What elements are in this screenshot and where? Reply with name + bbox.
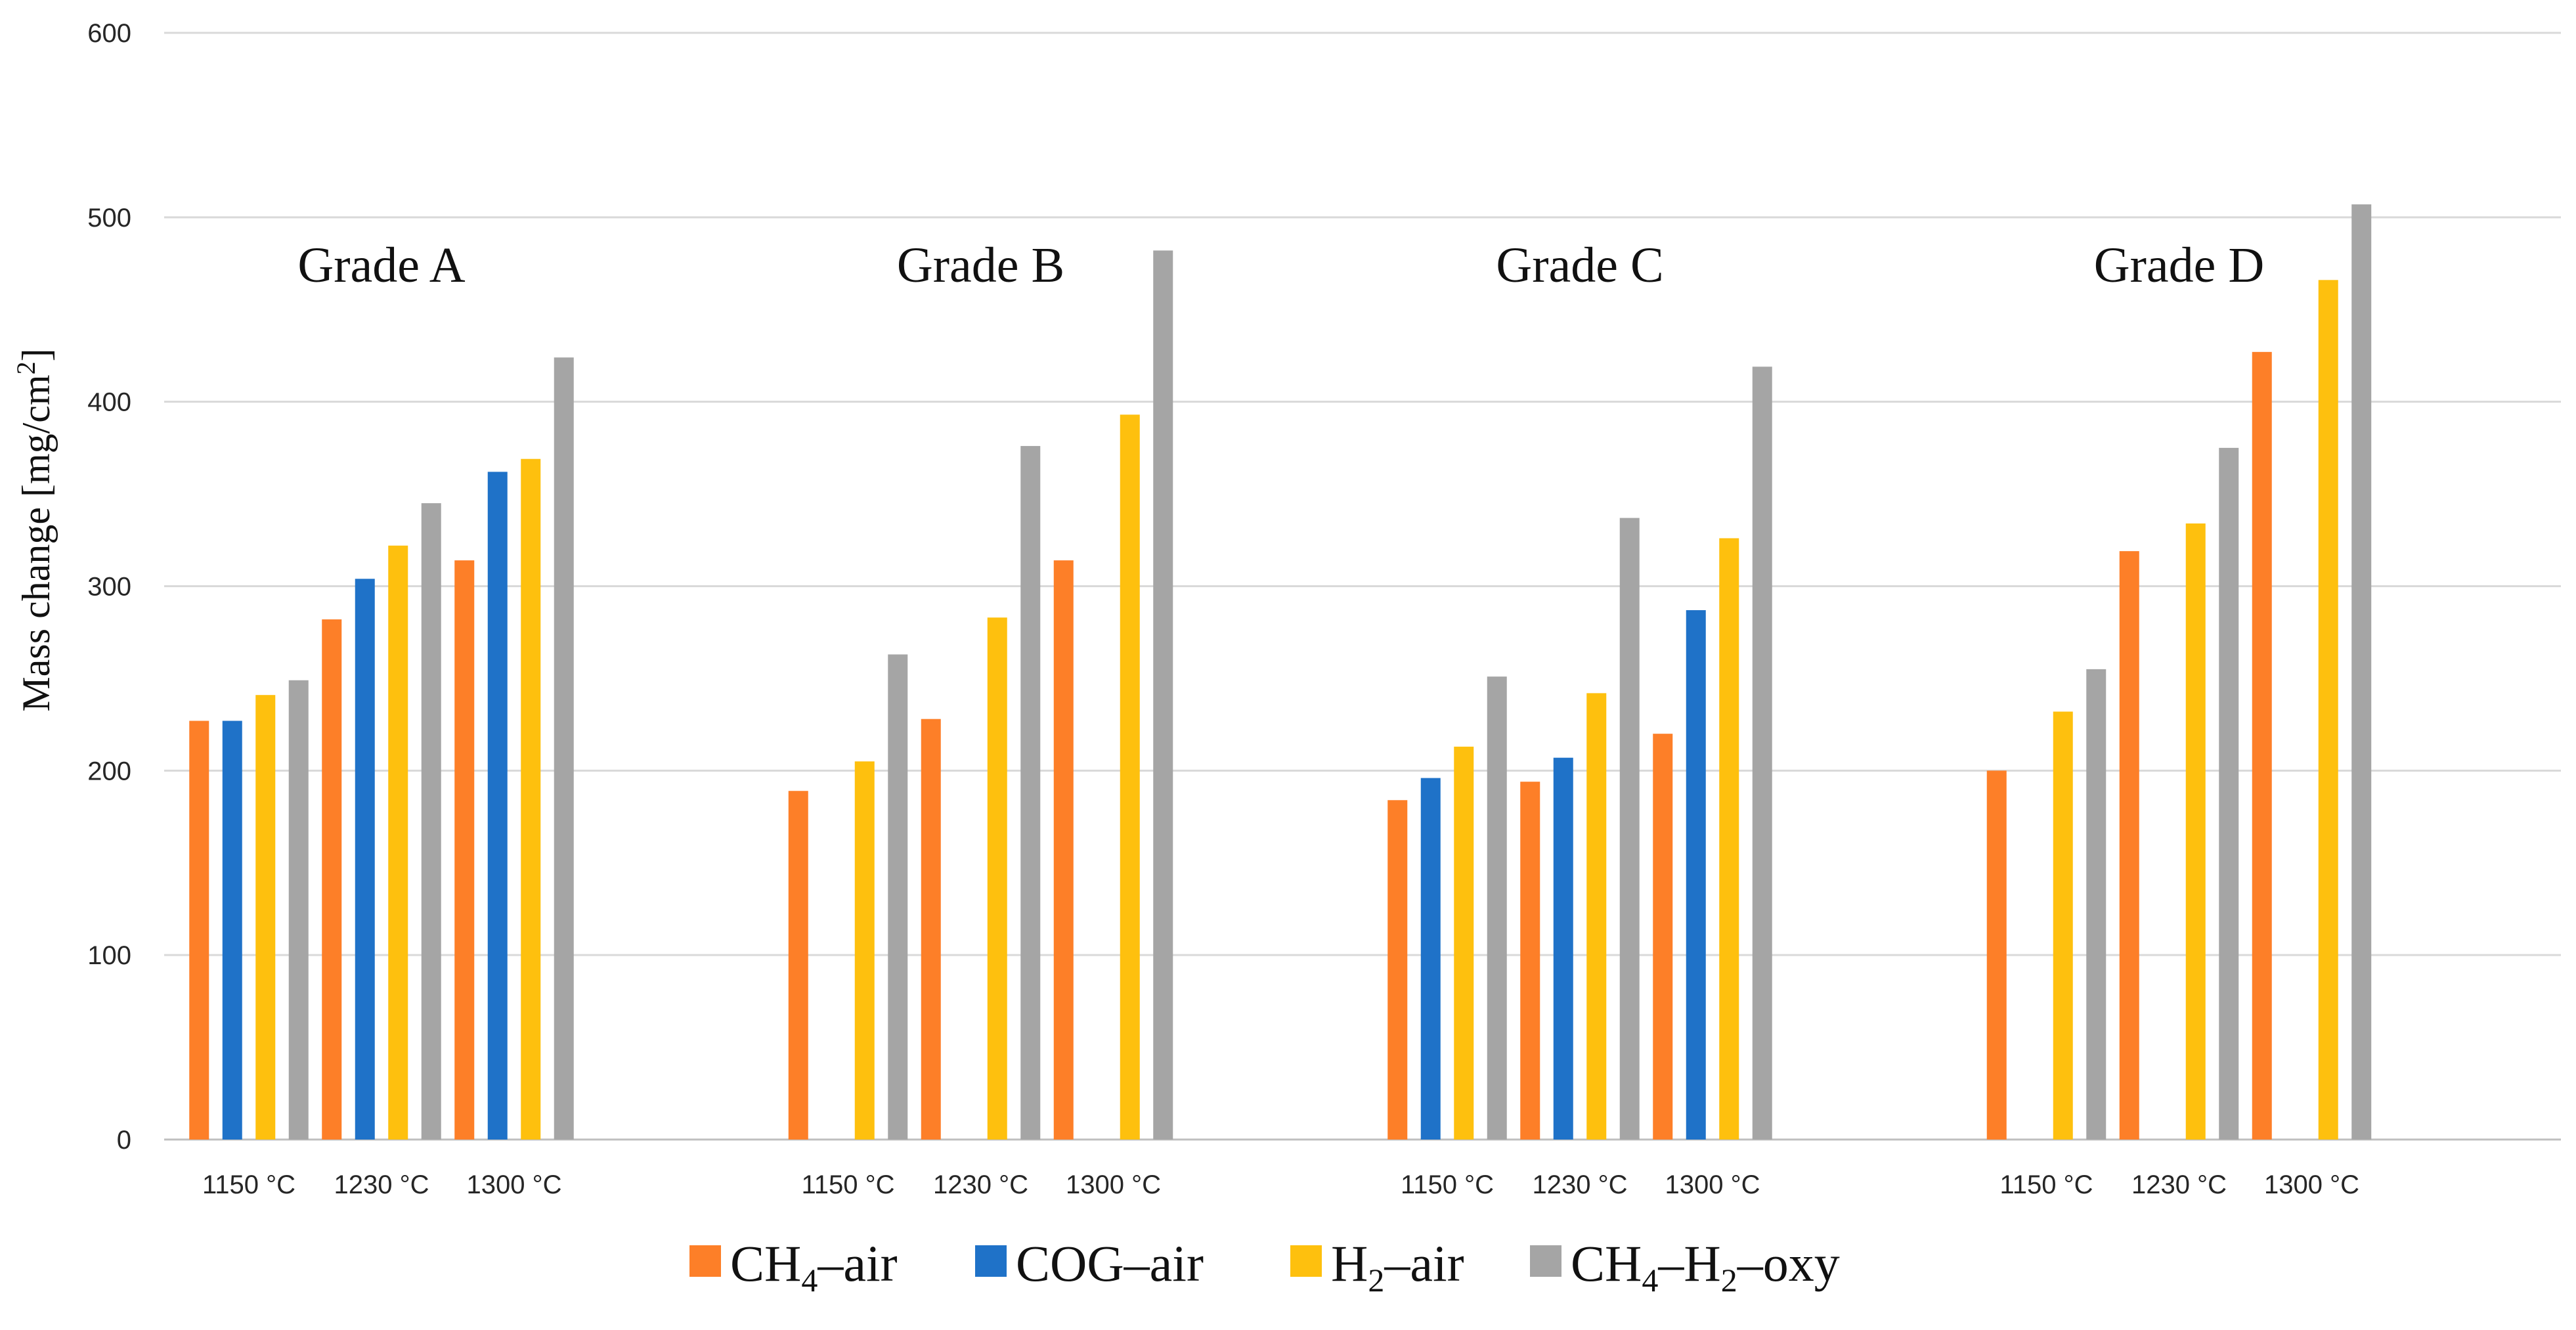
x-tick-label: 1300 °C	[467, 1170, 562, 1199]
bar-grade-a-1150-s3	[288, 680, 309, 1140]
x-tick-label: 1150 °C	[1401, 1170, 1494, 1199]
group-label: Grade C	[1496, 238, 1663, 293]
bar-grade-a-1300-s3	[554, 357, 574, 1140]
bar-grade-c-1300-s1	[1686, 610, 1706, 1140]
legend-label: COG–air	[1016, 1235, 1204, 1292]
bar-grade-b-1150-s2	[854, 761, 875, 1140]
bar-grade-b-1230-s2	[987, 617, 1007, 1140]
bar-grade-a-1150-s2	[255, 695, 276, 1140]
bar-grade-a-1300-s2	[521, 458, 541, 1140]
bar-grade-b-1300-s2	[1120, 414, 1140, 1140]
bar-grade-d-1150-s3	[2086, 669, 2107, 1140]
bar-grade-a-1230-s0	[322, 619, 342, 1140]
bar-grade-c-1300-s3	[1752, 366, 1772, 1140]
legend-swatch	[1530, 1245, 1561, 1277]
legend-swatch	[975, 1245, 1007, 1277]
y-axis-label-main: Mass change [mg/cm	[14, 374, 58, 711]
bar-grade-c-1300-s2	[1719, 538, 1739, 1140]
x-tick-label: 1230 °C	[1533, 1170, 1628, 1199]
y-tick-label: 400	[87, 388, 131, 417]
bar-grade-b-1150-s3	[888, 654, 908, 1140]
y-tick-label: 0	[117, 1126, 131, 1155]
x-tick-label: 1300 °C	[2264, 1170, 2359, 1199]
bar-grade-d-1300-s0	[2252, 351, 2272, 1140]
group-label: Grade B	[897, 238, 1064, 293]
legend: CH4–air COG–air H2–air CH4–H2–oxy	[689, 1235, 1840, 1298]
x-tick-label: 1150 °C	[202, 1170, 295, 1199]
bar-grade-a-1150-s1	[222, 720, 242, 1140]
bar-grade-b-1150-s0	[788, 791, 808, 1140]
y-tick-label: 600	[87, 19, 131, 48]
bar-grade-d-1300-s2	[2318, 280, 2338, 1140]
x-tick-label: 1230 °C	[2131, 1170, 2227, 1199]
group-label: Grade D	[2094, 238, 2265, 293]
y-tick-label: 200	[87, 757, 131, 786]
bar-grade-a-1230-s3	[421, 503, 441, 1140]
bar-grade-c-1300-s0	[1653, 734, 1673, 1140]
bar-grade-c-1230-s2	[1586, 693, 1607, 1140]
bar-grade-d-1150-s2	[2053, 711, 2073, 1140]
bar-grade-c-1230-s3	[1619, 518, 1640, 1140]
y-axis-label-sup: 2	[11, 361, 41, 374]
x-tick-label: 1300 °C	[1665, 1170, 1760, 1199]
y-tick-label: 100	[87, 941, 131, 970]
bar-grade-c-1150-s3	[1487, 676, 1507, 1140]
x-tick-label: 1150 °C	[801, 1170, 894, 1199]
bar-grade-c-1150-s1	[1420, 778, 1441, 1140]
bar-grade-a-1230-s1	[355, 579, 375, 1140]
bars	[189, 204, 2372, 1140]
bar-grade-c-1230-s1	[1553, 757, 1573, 1140]
x-axis-ticks: 1150 °C 1230 °C 1300 °C 1150 °C 1230 °C 1300 …	[202, 1170, 2359, 1199]
legend-swatch	[689, 1245, 721, 1277]
bar-grade-a-1230-s2	[388, 545, 408, 1140]
y-tick-label: 300	[87, 573, 131, 602]
x-tick-label: 1150 °C	[1999, 1170, 2093, 1199]
y-axis-label: Mass change [mg/cm2]	[11, 348, 58, 711]
bar-grade-a-1300-s1	[487, 472, 508, 1140]
legend-swatch	[1290, 1245, 1322, 1277]
bar-grade-d-1230-s2	[2185, 523, 2206, 1140]
bar-grade-c-1150-s0	[1387, 800, 1408, 1140]
bar-grade-c-1230-s0	[1520, 782, 1540, 1140]
legend-label: CH4–H2–oxy	[1571, 1235, 1840, 1298]
legend-label: H2–air	[1331, 1235, 1464, 1298]
bar-grade-b-1230-s3	[1020, 446, 1041, 1140]
y-axis-label-close: ]	[14, 348, 58, 361]
bar-grade-c-1150-s2	[1454, 746, 1474, 1140]
group-labels: Grade A Grade B Grade C Grade D	[297, 238, 2264, 293]
legend-label: CH4–air	[730, 1235, 898, 1298]
y-tick-label: 500	[87, 204, 131, 233]
bar-grade-b-1300-s0	[1053, 560, 1074, 1140]
x-tick-label: 1300 °C	[1066, 1170, 1161, 1199]
bar-grade-a-1300-s0	[454, 560, 475, 1140]
bar-grade-b-1230-s0	[921, 719, 941, 1140]
x-tick-label: 1230 °C	[933, 1170, 1028, 1199]
bar-grade-d-1230-s0	[2119, 551, 2139, 1140]
bar-grade-d-1230-s3	[2219, 447, 2239, 1140]
bar-grade-d-1150-s0	[1986, 770, 2007, 1140]
bar-grade-d-1300-s3	[2351, 204, 2372, 1140]
group-label: Grade A	[297, 238, 465, 293]
bar-grade-a-1150-s0	[189, 720, 209, 1140]
bar-grade-b-1300-s3	[1153, 250, 1173, 1140]
x-tick-label: 1230 °C	[334, 1170, 429, 1199]
y-axis-ticks: 0 100 200 300 400 500 600	[87, 19, 131, 1155]
